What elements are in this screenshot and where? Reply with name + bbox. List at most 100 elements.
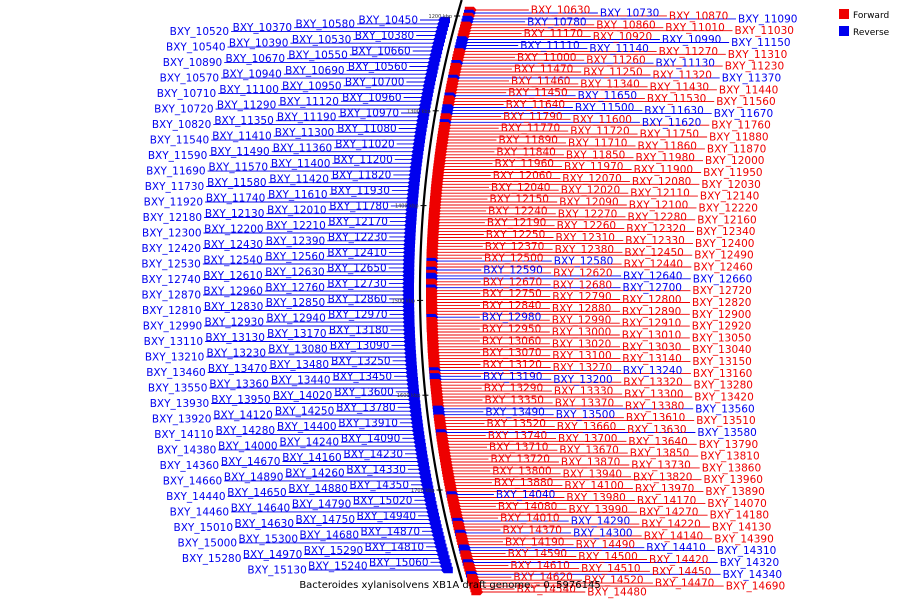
gene-label: BXY_14420 xyxy=(649,554,708,566)
gene-label: BXY_13800 xyxy=(492,465,551,477)
scale-tick-label: 1400 kbp xyxy=(395,204,419,210)
gene-label: BXY_14290 xyxy=(571,516,630,528)
gene-label: BXY_11710 xyxy=(568,137,627,149)
gene-label: BXY_10890 xyxy=(163,57,222,69)
gene-label: BXY_11300 xyxy=(275,127,334,139)
gene-label: BXY_15020 xyxy=(353,495,412,507)
gene-label: BXY_10950 xyxy=(282,80,341,92)
gene-label: BXY_10380 xyxy=(355,30,414,42)
gene-label: BXY_14280 xyxy=(216,425,275,437)
gene-label: BXY_10720 xyxy=(154,104,213,116)
scale-tick-label: 1700 kbp xyxy=(411,488,435,494)
gene-label: BXY_12130 xyxy=(205,208,264,220)
gene-label: BXY_14880 xyxy=(288,483,347,495)
gene-label: BXY_11650 xyxy=(578,90,637,102)
gene-label: BXY_11760 xyxy=(711,120,770,132)
gene-label: BXY_13920 xyxy=(152,413,211,425)
gene-label: BXY_14400 xyxy=(277,421,336,433)
gene-label: BXY_12610 xyxy=(203,270,262,282)
gene-label: BXY_13280 xyxy=(694,380,753,392)
gene-label: BXY_13610 xyxy=(626,412,685,424)
gene-label: BXY_11780 xyxy=(329,200,388,212)
gene-label: BXY_10370 xyxy=(233,22,292,34)
gene-label: BXY_14500 xyxy=(578,551,637,563)
gene-label: BXY_13470 xyxy=(208,363,267,375)
gene-label: BXY_13240 xyxy=(623,365,682,377)
legend: Forward Reverse xyxy=(839,9,890,38)
gene-label: BXY_12390 xyxy=(266,235,325,247)
gene-label: BXY_12950 xyxy=(482,324,541,336)
gene-label: BXY_14940 xyxy=(357,510,416,522)
gene-label: BXY_11610 xyxy=(268,189,327,201)
gene-label: BXY_11150 xyxy=(731,37,790,49)
legend-forward-swatch xyxy=(839,9,849,19)
gene-label: BXY_11080 xyxy=(337,123,396,135)
gene-label: BXY_13940 xyxy=(563,468,622,480)
gene-label: BXY_13120 xyxy=(483,359,542,371)
gene-label: BXY_14270 xyxy=(639,507,698,519)
gene-label: BXY_11970 xyxy=(564,161,623,173)
gene-label: BXY_13710 xyxy=(489,442,548,454)
gene-label: BXY_11720 xyxy=(570,126,629,138)
gene-label: BXY_11630 xyxy=(644,105,703,117)
gene-label: BXY_11230 xyxy=(725,61,784,73)
gene-label: BXY_11690 xyxy=(146,166,205,178)
gene-label: BXY_12160 xyxy=(697,214,756,226)
gene-label: BXY_13970 xyxy=(635,483,694,495)
gene-label: BXY_13050 xyxy=(692,332,751,344)
gene-label: BXY_12310 xyxy=(556,232,615,244)
gene-label: BXY_12660 xyxy=(693,273,752,285)
gene-label: BXY_14440 xyxy=(166,491,225,503)
gene-label: BXY_12810 xyxy=(142,305,201,317)
gene-label: BXY_14390 xyxy=(714,533,773,545)
gene-label: BXY_13790 xyxy=(699,439,758,451)
gene-label: BXY_13780 xyxy=(336,402,395,414)
gene-label: BXY_15010 xyxy=(174,522,233,534)
gene-label: BXY_12760 xyxy=(265,282,324,294)
gene-label: BXY_13030 xyxy=(622,341,681,353)
gene-label: BXY_14520 xyxy=(584,575,643,587)
gene-label: BXY_13740 xyxy=(488,430,547,442)
gene-label: BXY_14190 xyxy=(505,536,564,548)
gene-label: BXY_14080 xyxy=(498,501,557,513)
gene-label: BXY_12300 xyxy=(142,228,201,240)
gene-label: BXY_14650 xyxy=(227,487,286,499)
gene-label: BXY_10630 xyxy=(531,5,590,17)
gene-label: BXY_13640 xyxy=(628,436,687,448)
gene-label: BXY_13200 xyxy=(553,374,612,386)
gene-label: BXY_11100 xyxy=(219,84,278,96)
gene-label: BXY_11010 xyxy=(665,22,724,34)
gene-label: BXY_14330 xyxy=(346,464,405,476)
gene-label: BXY_13520 xyxy=(487,418,546,430)
gene-label: BXY_14470 xyxy=(655,578,714,590)
gene-label: BXY_11420 xyxy=(269,173,328,185)
gene-label: BXY_11120 xyxy=(279,96,338,108)
gene-label: BXY_13020 xyxy=(552,338,611,350)
gene-label: BXY_13910 xyxy=(338,417,397,429)
figure-caption: Bacteroides xylanisolvens XB1A draft gen… xyxy=(299,580,600,591)
gene-label: BXY_15000 xyxy=(178,537,237,549)
gene-label: BXY_14380 xyxy=(157,444,216,456)
gene-label: BXY_13600 xyxy=(334,386,393,398)
gene-label: BXY_10570 xyxy=(160,73,219,85)
gene-label: BXY_14220 xyxy=(641,519,700,531)
gene-label: BXY_10670 xyxy=(226,53,285,65)
gene-label: BXY_11270 xyxy=(659,46,718,58)
gene-arrow xyxy=(471,588,484,596)
gene-label: BXY_12620 xyxy=(553,267,612,279)
gene-label: BXY_14590 xyxy=(508,548,567,560)
gene-label: BXY_13320 xyxy=(623,377,682,389)
gene-label: BXY_13330 xyxy=(554,386,613,398)
gene-label: BXY_14240 xyxy=(280,437,339,449)
gene-label: BXY_12250 xyxy=(486,229,545,241)
gene-label: BXY_13090 xyxy=(330,340,389,352)
gene-label: BXY_12980 xyxy=(482,312,541,324)
gene-label: BXY_14890 xyxy=(224,472,283,484)
gene-label: BXY_11590 xyxy=(148,150,207,162)
gene-label: BXY_11860 xyxy=(638,140,697,152)
gene-label: BXY_11930 xyxy=(330,185,389,197)
gene-label: BXY_12560 xyxy=(265,251,324,263)
gene-label: BXY_12000 xyxy=(705,155,764,167)
gene-label: BXY_13160 xyxy=(693,368,752,380)
